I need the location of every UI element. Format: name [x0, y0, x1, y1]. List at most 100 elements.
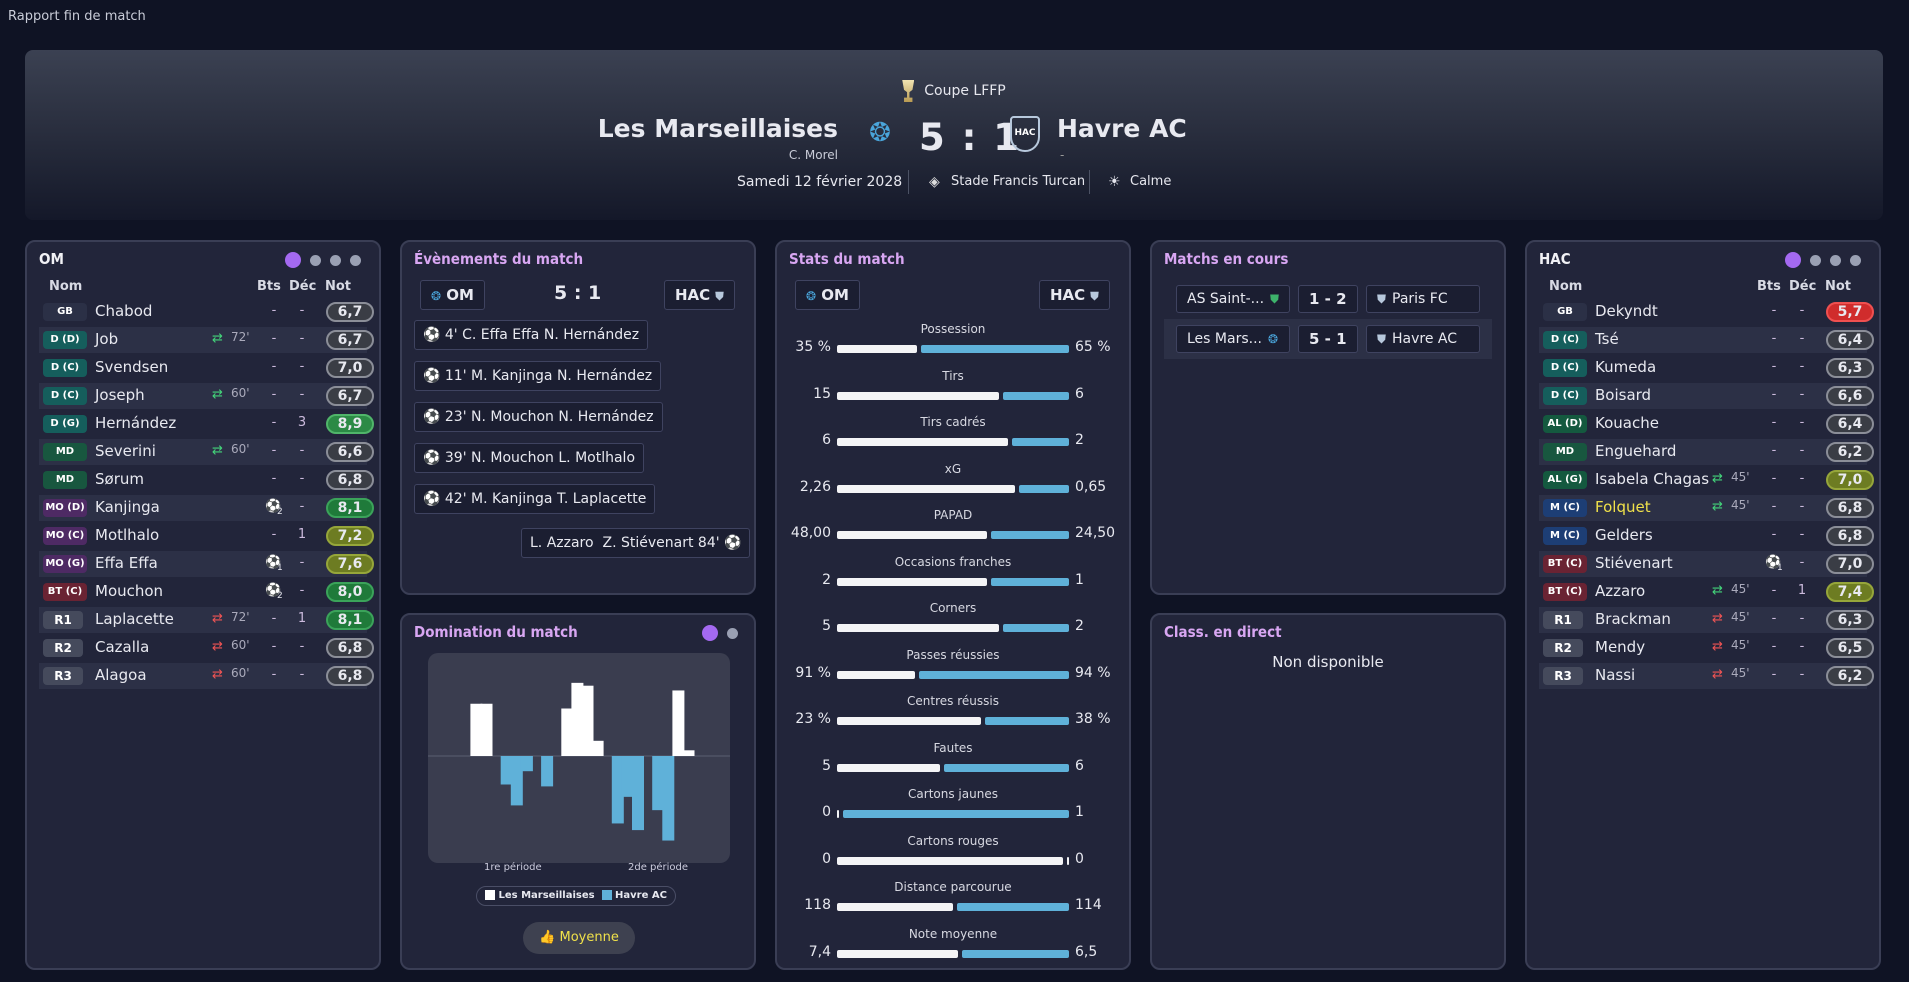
assists: -	[299, 583, 305, 598]
away-team-name[interactable]: Havre AC	[1057, 114, 1187, 143]
col-name[interactable]: Nom	[49, 279, 83, 294]
player-name[interactable]: Laplacette	[95, 610, 174, 628]
player-name[interactable]: Stiévenart	[1595, 554, 1673, 572]
player-row[interactable]: MO (D) Kanjinga ⚽ 2 - 8,1	[39, 495, 374, 521]
page-dot[interactable]	[1785, 252, 1801, 268]
player-name[interactable]: Effa Effa	[95, 554, 158, 572]
player-name[interactable]: Severini	[95, 442, 156, 460]
event-away[interactable]: L. Azzaro Z. Stiévenart 84' ⚽	[521, 528, 751, 558]
page-dot[interactable]	[310, 254, 321, 266]
live-home-chip[interactable]: Les Mars... ❂	[1176, 325, 1290, 353]
home-chip[interactable]: ❂ OM	[420, 280, 485, 310]
page-dot[interactable]	[285, 252, 301, 268]
rating-badge: 6,7	[326, 302, 374, 322]
player-name[interactable]: Kumeda	[1595, 358, 1657, 376]
player-name[interactable]: Folquet	[1595, 498, 1651, 516]
player-row[interactable]: BT (C) Mouchon ⚽ 2 - 8,0	[39, 579, 374, 605]
player-row[interactable]: R3 Nassi ⇄ 45' - - 6,2	[1539, 663, 1874, 689]
player-row[interactable]: D (C) Tsé - - 6,4	[1539, 327, 1874, 353]
live-away-chip[interactable]: ⛊ Paris FC	[1366, 285, 1480, 313]
col-goals[interactable]: Bts	[1757, 279, 1781, 294]
page-dot[interactable]	[1830, 254, 1841, 266]
player-row[interactable]: AL (D) Kouache - - 6,4	[1539, 411, 1874, 437]
page-dot[interactable]	[1810, 254, 1821, 266]
player-name[interactable]: Mouchon	[95, 582, 164, 600]
player-row[interactable]: MO (G) Effa Effa ⚽ 1 - 7,6	[39, 551, 374, 577]
away-coach: -	[1060, 148, 1065, 162]
away-chip[interactable]: HAC ⛊	[1039, 280, 1110, 310]
player-name[interactable]: Tsé	[1595, 330, 1619, 348]
player-name[interactable]: Mendy	[1595, 638, 1646, 656]
player-name[interactable]: Motlhalo	[95, 526, 160, 544]
player-row[interactable]: MD Sørum - - 6,8	[39, 467, 374, 493]
home-team-name[interactable]: Les Marseillaises	[597, 114, 838, 143]
player-name[interactable]: Kanjinga	[95, 498, 160, 516]
player-row[interactable]: GB Chabod - - 6,7	[39, 299, 374, 325]
player-name[interactable]: Nassi	[1595, 666, 1636, 684]
player-row[interactable]: M (C) Folquet ⇄ 45' - - 6,8	[1539, 495, 1874, 521]
player-row[interactable]: R2 Mendy ⇄ 45' - - 6,5	[1539, 635, 1874, 661]
player-name[interactable]: Azzaro	[1595, 582, 1646, 600]
domination-bar-away	[510, 756, 523, 806]
live-away-chip[interactable]: ⛊ Havre AC	[1366, 325, 1480, 353]
player-row[interactable]: BT (C) Stiévenart ⚽ 1 - 7,0	[1539, 551, 1874, 577]
player-name[interactable]: Isabela Chagas	[1595, 470, 1710, 488]
player-name[interactable]: Job	[95, 330, 119, 348]
player-row[interactable]: D (C) Boisard - - 6,6	[1539, 383, 1874, 409]
event-item[interactable]: ⚽ 42' M. Kanjinga T. Laplacette	[414, 484, 656, 514]
player-row[interactable]: AL (G) Isabela Chagas ⇄ 45' - - 7,0	[1539, 467, 1874, 493]
player-row[interactable]: D (C) Kumeda - - 6,3	[1539, 355, 1874, 381]
player-row[interactable]: GB Dekyndt - - 5,7	[1539, 299, 1874, 325]
player-row[interactable]: MD Severini ⇄ 60' - - 6,6	[39, 439, 374, 465]
event-item[interactable]: ⚽ 23' N. Mouchon N. Hernández	[414, 402, 663, 432]
page-dot[interactable]	[702, 625, 718, 641]
page-dot[interactable]	[330, 254, 341, 266]
substitution-icon: ⇄	[1712, 499, 1723, 514]
live-match-row[interactable]: AS Saint-... ⛊ 1 - 2 ⛊ Paris FC	[1164, 279, 1492, 319]
stat-label: Cartons rouges	[907, 833, 999, 848]
player-name[interactable]: Joseph	[95, 386, 145, 404]
col-rating[interactable]: Not	[325, 279, 352, 294]
player-name[interactable]: Chabod	[95, 302, 153, 320]
player-row[interactable]: BT (C) Azzaro ⇄ 45' - 1 7,4	[1539, 579, 1874, 605]
event-item[interactable]: ⚽ 11' M. Kanjinga N. Hernández	[414, 361, 662, 391]
live-home-chip[interactable]: AS Saint-... ⛊	[1176, 285, 1290, 313]
live-match-row[interactable]: Les Mars... ❂ 5 - 1 ⛊ Havre AC	[1164, 319, 1492, 359]
player-name[interactable]: Hernández	[95, 414, 177, 432]
player-row[interactable]: MD Enguehard - - 6,2	[1539, 439, 1874, 465]
player-row[interactable]: R2 Cazalla ⇄ 60' - - 6,8	[39, 635, 374, 661]
player-name[interactable]: Cazalla	[95, 638, 150, 656]
player-row[interactable]: R1 Brackman ⇄ 45' - - 6,3	[1539, 607, 1874, 633]
col-goals[interactable]: Bts	[257, 279, 281, 294]
home-coach[interactable]: C. Morel	[788, 148, 838, 162]
player-name[interactable]: Sørum	[95, 470, 144, 488]
col-assists[interactable]: Déc	[289, 279, 317, 294]
player-row[interactable]: R3 Alagoa ⇄ 60' - - 6,8	[39, 663, 374, 689]
col-rating[interactable]: Not	[1825, 279, 1852, 294]
player-row[interactable]: D (C) Joseph ⇄ 60' - - 6,7	[39, 383, 374, 409]
player-row[interactable]: D (D) Job ⇄ 72' - - 6,7	[39, 327, 374, 353]
col-name[interactable]: Nom	[1549, 279, 1583, 294]
home-chip[interactable]: ❂ OM	[795, 280, 860, 310]
stadium-name[interactable]: Stade Francis Turcan	[951, 174, 1086, 189]
player-name[interactable]: Svendsen	[95, 358, 169, 376]
player-row[interactable]: D (G) Hernández - 3 8,9	[39, 411, 374, 437]
player-row[interactable]: R1 Laplacette ⇄ 72' - 1 8,1	[39, 607, 374, 633]
event-item[interactable]: ⚽ 39' N. Mouchon L. Motlhalo	[414, 443, 645, 473]
event-item[interactable]: ⚽ 4' C. Effa Effa N. Hernández	[414, 320, 649, 350]
page-dot[interactable]	[1850, 254, 1861, 266]
player-name[interactable]: Boisard	[1595, 386, 1652, 404]
col-assists[interactable]: Déc	[1789, 279, 1817, 294]
player-name[interactable]: Alagoa	[95, 666, 147, 684]
page-dot[interactable]	[727, 627, 738, 639]
player-row[interactable]: M (C) Gelders - - 6,8	[1539, 523, 1874, 549]
player-row[interactable]: MO (C) Motlhalo - 1 7,2	[39, 523, 374, 549]
player-name[interactable]: Dekyndt	[1595, 302, 1658, 320]
page-dot[interactable]	[350, 254, 361, 266]
player-name[interactable]: Kouache	[1595, 414, 1659, 432]
player-name[interactable]: Gelders	[1595, 526, 1653, 544]
player-row[interactable]: D (C) Svendsen - - 7,0	[39, 355, 374, 381]
player-name[interactable]: Brackman	[1595, 610, 1671, 628]
away-chip[interactable]: HAC ⛊	[664, 280, 735, 310]
player-name[interactable]: Enguehard	[1595, 442, 1677, 460]
